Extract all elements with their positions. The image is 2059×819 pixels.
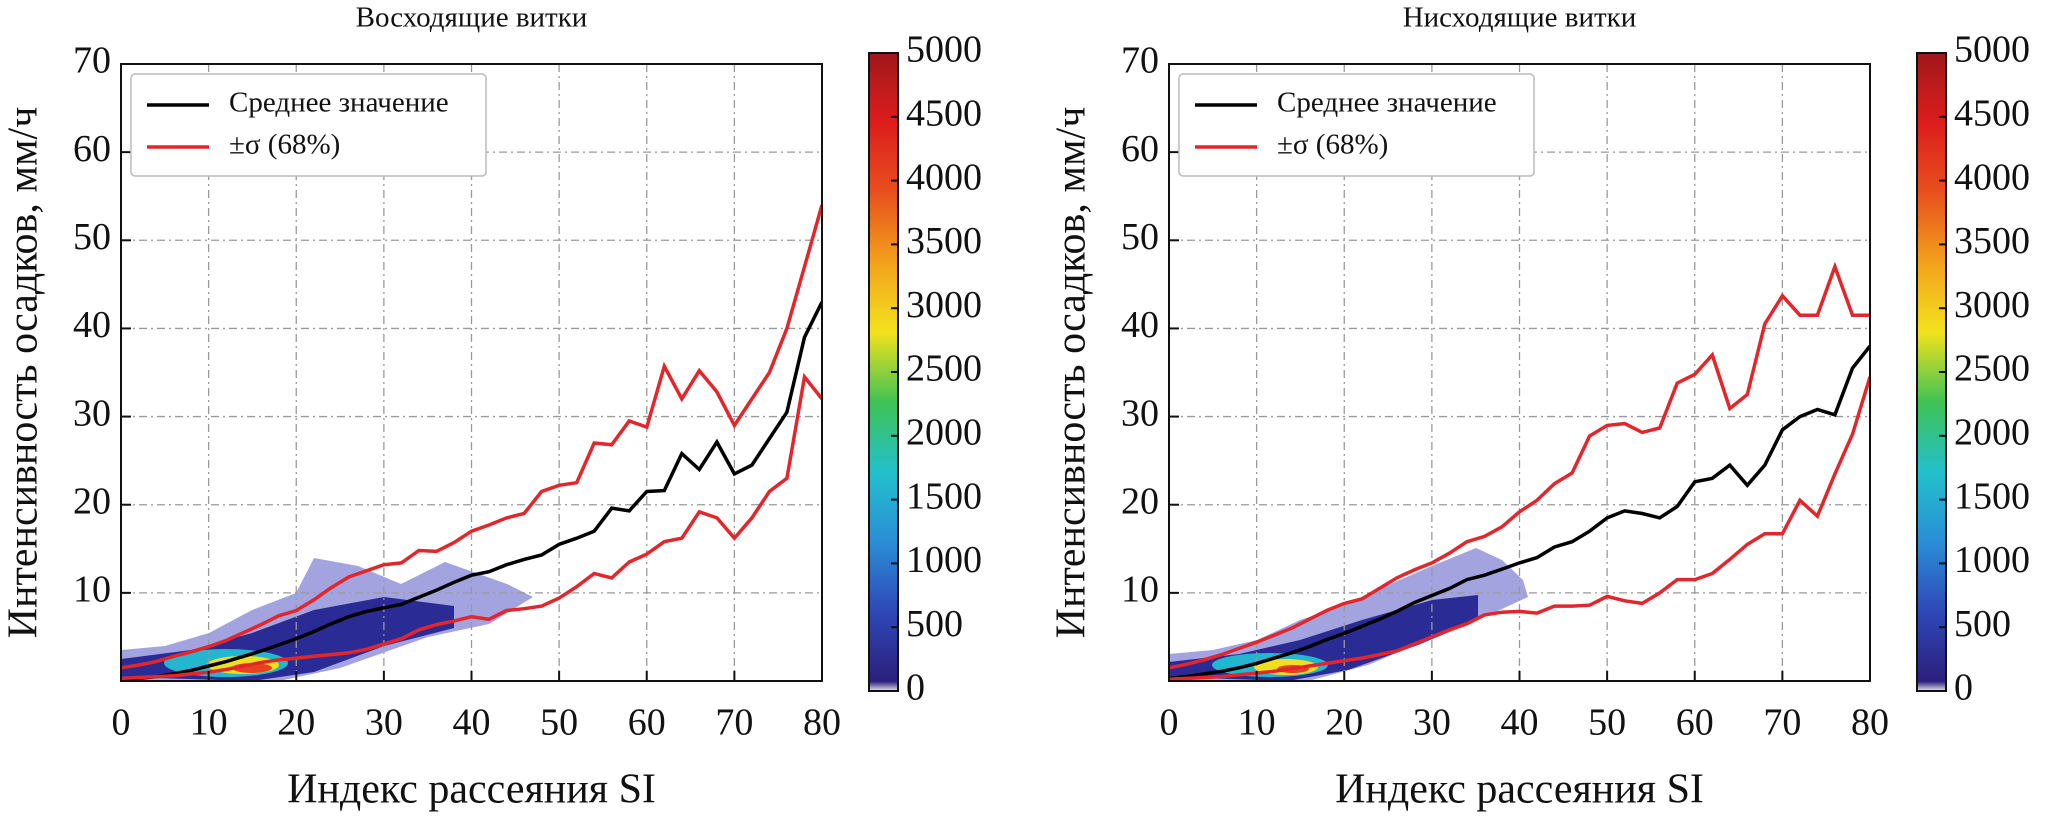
y-tick-label: 10 xyxy=(1121,569,1159,611)
colorbar-tick-label: 4500 xyxy=(1954,93,2030,135)
x-axis-label: Индекс рассеяния SI xyxy=(287,767,656,813)
colorbar-tick-label: 3000 xyxy=(906,284,982,326)
colorbar-tick-label: 5000 xyxy=(1954,29,2030,71)
x-tick-label: 40 xyxy=(1501,702,1539,744)
x-tick-label: 40 xyxy=(453,702,491,744)
y-tick-label: 40 xyxy=(1121,304,1159,346)
x-tick-label: 10 xyxy=(190,702,228,744)
y-tick-label: 50 xyxy=(73,216,111,258)
legend-box xyxy=(1178,73,1535,177)
chart-title: Восходящие витки xyxy=(356,2,588,34)
x-tick-label: 70 xyxy=(1763,702,1801,744)
colorbar-tick-label: 500 xyxy=(1954,603,2011,645)
colorbar-tick-label: 2500 xyxy=(906,348,982,390)
line xyxy=(121,301,822,681)
colorbar-tick-label: 4000 xyxy=(1954,156,2030,198)
colorbar-tick-label: 1000 xyxy=(906,539,982,581)
legend-label: ±σ (68%) xyxy=(1277,129,1388,161)
legend-label: Среднее значение xyxy=(1277,87,1497,119)
colorbar-tick-label: 3000 xyxy=(1954,284,2030,326)
y-tick-label: 30 xyxy=(1121,392,1159,434)
x-tick-label: 80 xyxy=(803,702,841,744)
chart-title: Нисходящие витки xyxy=(1403,2,1637,34)
line xyxy=(1169,261,1870,670)
colorbar-tick-label: 500 xyxy=(906,603,963,645)
y-tick-label: 50 xyxy=(1121,216,1159,258)
plot-lines xyxy=(121,204,822,681)
x-tick-label: 50 xyxy=(540,702,578,744)
x-axis-label: Индекс рассеяния SI xyxy=(1335,767,1704,813)
y-tick-label: 10 xyxy=(73,569,111,611)
colorbar-tick-label: 0 xyxy=(906,667,925,709)
y-tick-label: 60 xyxy=(73,128,111,170)
legend-label: Среднее значение xyxy=(229,87,449,119)
x-tick-label: 0 xyxy=(112,702,131,744)
x-tick-label: 0 xyxy=(1160,702,1179,744)
colorbar-tick-label: 2500 xyxy=(1954,348,2030,390)
line xyxy=(121,204,822,670)
colorbar-tick-label: 5000 xyxy=(906,29,982,71)
colorbar-tick-label: 4500 xyxy=(906,93,982,135)
line xyxy=(1169,345,1870,681)
colorbar-tick-label: 1500 xyxy=(906,475,982,517)
x-tick-label: 30 xyxy=(1413,702,1451,744)
y-tick-label: 20 xyxy=(1121,480,1159,522)
line xyxy=(1169,376,1870,681)
legend-box xyxy=(130,73,487,177)
x-tick-label: 80 xyxy=(1851,702,1889,744)
x-tick-label: 50 xyxy=(1588,702,1626,744)
colorbar-tick-label: 3500 xyxy=(906,220,982,262)
colorbar-tick-label: 4000 xyxy=(906,156,982,198)
y-tick-label: 40 xyxy=(73,304,111,346)
x-tick-label: 70 xyxy=(715,702,753,744)
x-tick-label: 20 xyxy=(277,702,315,744)
y-tick-label: 70 xyxy=(1121,40,1159,82)
colorbar-tick-label: 1500 xyxy=(1954,475,2030,517)
plot-lines xyxy=(1169,261,1870,681)
x-tick-label: 10 xyxy=(1238,702,1276,744)
x-tick-label: 60 xyxy=(1676,702,1714,744)
x-tick-label: 20 xyxy=(1325,702,1363,744)
legend-label: ±σ (68%) xyxy=(229,129,340,161)
y-tick-label: 70 xyxy=(73,40,111,82)
colorbar-tick-label: 2000 xyxy=(906,412,982,454)
y-tick-label: 20 xyxy=(73,480,111,522)
colorbar-tick-label: 3500 xyxy=(1954,220,2030,262)
y-axis-label: Интенсивность осадков, мм/ч xyxy=(1049,107,1095,639)
x-tick-label: 60 xyxy=(628,702,666,744)
x-tick-label: 30 xyxy=(365,702,403,744)
y-axis-label: Интенсивность осадков, мм/ч xyxy=(1,107,47,639)
colorbar-tick-label: 1000 xyxy=(1954,539,2030,581)
colorbar-tick-label: 2000 xyxy=(1954,412,2030,454)
y-tick-label: 30 xyxy=(73,392,111,434)
y-tick-label: 60 xyxy=(1121,128,1159,170)
line xyxy=(121,372,822,681)
colorbar-tick-label: 0 xyxy=(1954,667,1973,709)
